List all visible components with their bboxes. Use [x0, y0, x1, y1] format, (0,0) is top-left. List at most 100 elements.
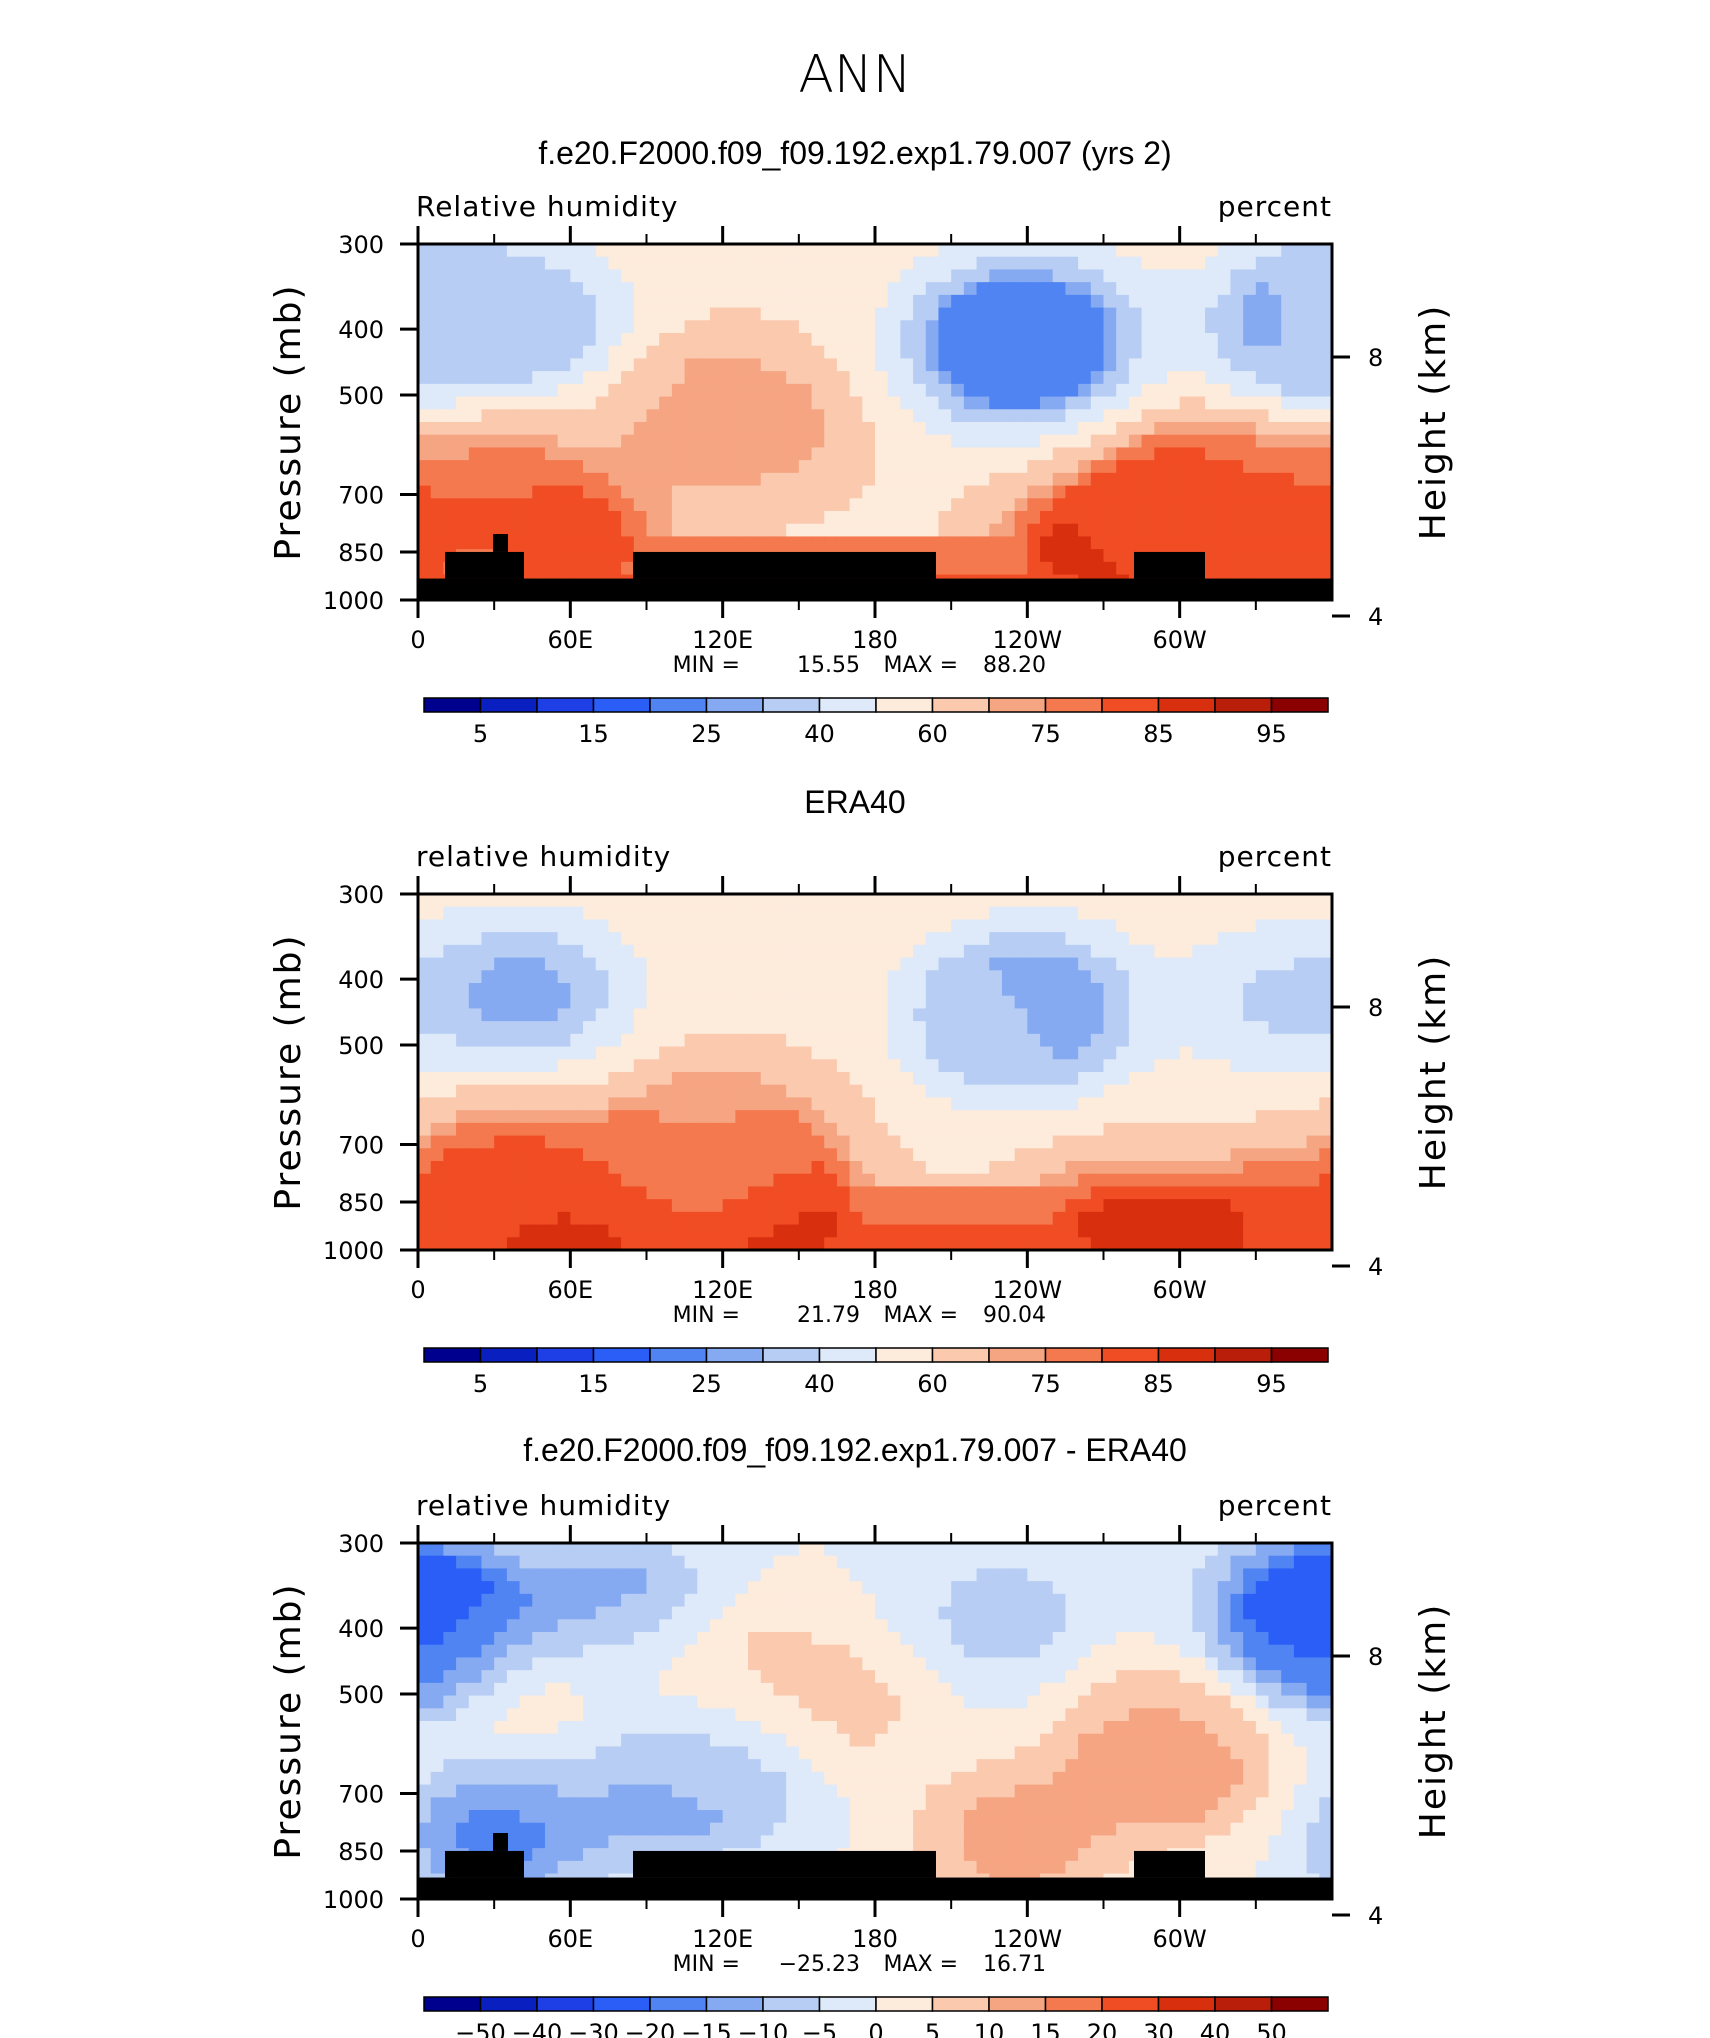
contour-cell — [608, 1033, 622, 1048]
contour-cell — [684, 460, 698, 474]
contour-cell — [976, 1161, 990, 1175]
contour-cell — [608, 561, 622, 576]
contour-cell — [1103, 371, 1117, 385]
contour-cell — [875, 511, 889, 525]
contour-cell — [418, 995, 432, 1010]
contour-cell — [849, 383, 863, 398]
contour-cell — [1027, 498, 1041, 512]
contour-cell — [1306, 1033, 1320, 1048]
contour-cell — [570, 1619, 584, 1633]
contour-cell — [1179, 1619, 1193, 1633]
contour-cell — [557, 1135, 571, 1149]
contour-cell — [1319, 1568, 1332, 1582]
contour-cell — [608, 422, 622, 436]
contour-cell — [544, 511, 559, 525]
contour-cell — [621, 1148, 635, 1162]
contour-cell — [697, 983, 711, 997]
contour-cell — [1179, 307, 1193, 321]
contour-cell — [773, 1033, 787, 1048]
contour-cell — [1141, 1199, 1155, 1213]
contour-cell — [748, 944, 762, 959]
contour-cell — [621, 294, 635, 309]
contour-cell — [900, 1644, 914, 1659]
contour-cell — [671, 498, 686, 512]
contour-cell — [570, 460, 584, 474]
contour-cell — [1192, 244, 1206, 258]
contour-cell — [938, 1110, 952, 1124]
contour-cell — [443, 906, 457, 921]
contour-cell — [875, 995, 889, 1010]
contour-cell — [1052, 294, 1067, 309]
contour-cell — [544, 1173, 559, 1188]
contour-cell — [1306, 472, 1320, 487]
contour-cell — [1281, 383, 1295, 398]
contour-cell — [1078, 320, 1092, 334]
contour-cell — [583, 1632, 597, 1646]
contour-cell — [1065, 523, 1079, 538]
contour-cell — [684, 244, 698, 258]
contour-cell — [925, 1186, 940, 1200]
contour-cell — [456, 983, 470, 997]
contour-cell — [1052, 434, 1067, 449]
contour-cell — [938, 472, 952, 487]
contour-cell — [544, 269, 559, 283]
contour-cell — [925, 1033, 940, 1048]
contour-cell — [418, 1072, 432, 1086]
contour-cell — [875, 358, 889, 372]
contour-cell — [938, 434, 952, 449]
contour-cell — [1255, 1148, 1270, 1162]
contour-cell — [506, 1173, 521, 1188]
contour-cell — [1090, 333, 1105, 347]
contour-cell — [1217, 1606, 1232, 1620]
contour-cell — [494, 244, 508, 258]
contour-cell — [1052, 383, 1067, 398]
contour-field — [418, 244, 1332, 600]
contour-cell — [1014, 919, 1028, 933]
contour-cell — [862, 1110, 876, 1124]
contour-cell — [519, 1097, 533, 1111]
contour-cell — [1001, 919, 1016, 933]
contour-cell — [811, 919, 825, 933]
contour-cell — [1205, 1644, 1219, 1659]
contour-cell — [1154, 536, 1168, 550]
contour-cell — [519, 523, 533, 538]
contour-cell — [1040, 1670, 1054, 1684]
contour-cell — [481, 396, 495, 410]
contour-cell — [709, 511, 724, 525]
contour-cell — [1065, 472, 1079, 487]
contour-cell — [443, 333, 457, 347]
contour-cell — [709, 1122, 724, 1137]
contour-cell — [1319, 1593, 1332, 1608]
contour-cell — [430, 1021, 444, 1035]
contour-cell — [798, 1581, 813, 1595]
contour-cell — [519, 371, 533, 385]
contour-cell — [418, 333, 432, 347]
contour-cell — [608, 1161, 622, 1175]
contour-cell — [608, 1173, 622, 1188]
contour-cell — [659, 409, 673, 423]
contour-cell — [583, 1122, 597, 1137]
contour-cell — [1319, 932, 1332, 946]
contour-cell — [1268, 1670, 1282, 1684]
contour-cell — [1090, 1046, 1105, 1060]
contour-cell — [1293, 1110, 1308, 1124]
contour-cell — [532, 371, 546, 385]
contour-cell — [1217, 1161, 1232, 1175]
contour-cell — [659, 906, 673, 921]
contour-cell — [1103, 434, 1117, 449]
contour-cell — [1255, 409, 1270, 423]
contour-cell — [544, 333, 559, 347]
contour-cell — [684, 995, 698, 1010]
contour-cell — [646, 294, 660, 309]
contour-cell — [1078, 422, 1092, 436]
contour-cell — [583, 1173, 597, 1188]
contour-cell — [456, 282, 470, 296]
contour-cell — [709, 1059, 724, 1073]
contour-cell — [506, 906, 521, 921]
contour-cell — [900, 1237, 914, 1250]
contour-cell — [1027, 1581, 1041, 1595]
contour-cell — [621, 345, 635, 360]
contour-cell — [951, 460, 965, 474]
contour-cell — [1141, 282, 1155, 296]
contour-cell — [887, 1644, 901, 1659]
